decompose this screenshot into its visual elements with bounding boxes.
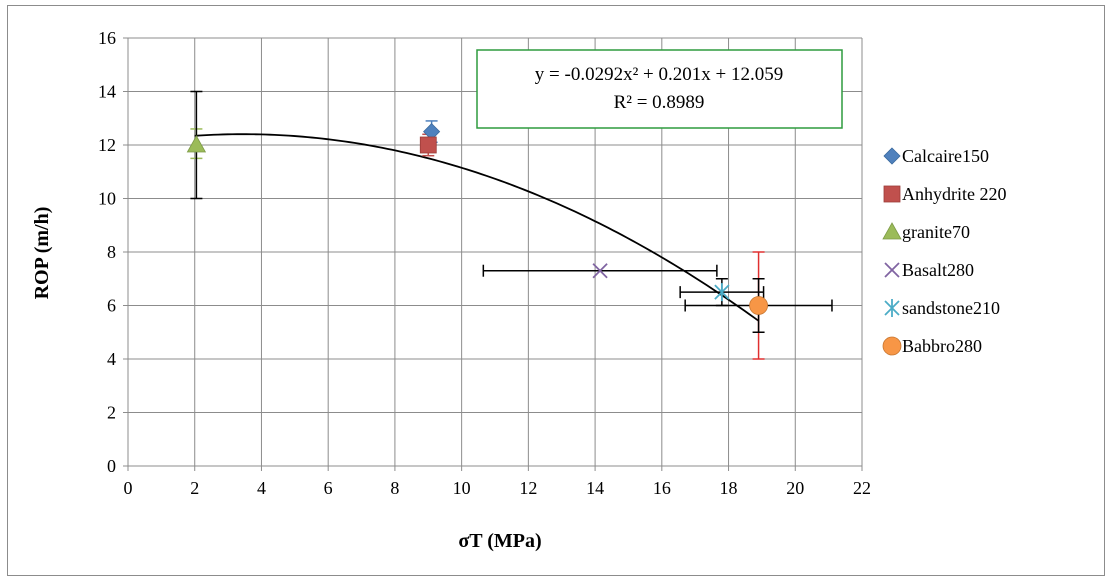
- legend-label: Babbro280: [902, 336, 982, 356]
- legend-label: Calcaire150: [902, 146, 989, 166]
- legend-label: granite70: [902, 222, 970, 242]
- x-tick-label: 4: [257, 478, 266, 498]
- y-tick-label: 6: [107, 296, 116, 316]
- y-tick-label: 2: [107, 403, 116, 423]
- triangle-marker: [186, 135, 207, 153]
- x-tick-label: 16: [653, 478, 671, 498]
- y-axis-title: ROP (m/h): [31, 207, 53, 300]
- legend-item: Anhydrite 220: [883, 184, 1006, 204]
- scatter-chart: 0 2 4 6 8 10 12 14 16 18 20 22 0 2 4 6 8 10 12 14 16 y = -0.…: [31, 28, 1006, 552]
- x-tick-label: 18: [720, 478, 738, 498]
- x-marker-stroke: [884, 262, 900, 278]
- legend-marker: [882, 336, 902, 356]
- legend-item: sandstone210: [884, 298, 1000, 318]
- x-axis-title: σT (MPa): [458, 530, 541, 552]
- trendline-layer: [194, 133, 760, 322]
- y-tick-label: 14: [98, 82, 116, 102]
- legend-label: Basalt280: [902, 260, 974, 280]
- error-bars: [190, 90, 833, 360]
- legend-marker: [883, 147, 901, 165]
- legend-label: Anhydrite 220: [902, 184, 1006, 204]
- data-point-granite70: [186, 135, 207, 153]
- data-point-sandstone210: [714, 283, 730, 302]
- x-tick-label: 14: [586, 478, 604, 498]
- trendline-equation-box: y = -0.0292x² + 0.201x + 12.059 R² = 0.8…: [476, 49, 843, 129]
- x-tick-label: 6: [324, 478, 333, 498]
- legend-item: granite70: [882, 222, 970, 242]
- triangle-marker: [882, 222, 902, 240]
- trendline-r-squared: R² = 0.8989: [614, 92, 705, 113]
- legend-marker: [883, 185, 901, 203]
- legend-marker: [884, 299, 900, 317]
- x-tick-label: 20: [786, 478, 804, 498]
- x-tick-label: 2: [190, 478, 199, 498]
- y-tick-label: 10: [98, 189, 116, 209]
- y-tick-label: 4: [107, 349, 116, 369]
- legend-marker: [882, 222, 902, 240]
- square-marker: [883, 185, 901, 203]
- data-point-basalt280: [592, 263, 608, 279]
- circle-marker: [749, 296, 768, 315]
- legend-marker: [884, 262, 900, 278]
- x-tick-label: 12: [519, 478, 537, 498]
- axes: 0 2 4 6 8 10 12 14 16 18 20 22 0 2 4 6 8 10 12 14 16: [98, 28, 871, 498]
- y-tick-label: 8: [107, 242, 116, 262]
- x-tick-label: 8: [390, 478, 399, 498]
- legend-item: Basalt280: [884, 260, 974, 280]
- x-marker-stroke: [592, 263, 608, 279]
- legend-item: Babbro280: [882, 336, 982, 356]
- equation-box-border: [476, 49, 843, 129]
- legend-item: Calcaire150: [883, 146, 989, 166]
- x-tick-label: 22: [853, 478, 871, 498]
- legend: Calcaire150 Anhydrite 220 granite70 Basalt2…: [882, 146, 1006, 356]
- square-marker: [419, 136, 437, 154]
- x-tick-label: 10: [453, 478, 471, 498]
- chart-frame: 0 2 4 6 8 10 12 14 16 18 20 22 0 2 4 6 8 10 12 14 16 y = -0.…: [7, 5, 1105, 576]
- data-point-babbro280: [749, 296, 768, 315]
- y-tick-label: 0: [107, 456, 116, 476]
- y-tick-label: 12: [98, 135, 116, 155]
- legend-label: sandstone210: [902, 298, 1000, 318]
- data-point-anhydrite-220: [419, 136, 437, 154]
- diamond-marker: [883, 147, 901, 165]
- x-tick-label: 0: [124, 478, 133, 498]
- trendline-equation: y = -0.0292x² + 0.201x + 12.059: [535, 64, 783, 85]
- polynomial-trendline: [194, 133, 760, 322]
- y-tick-label: 16: [98, 28, 116, 48]
- circle-marker: [882, 336, 902, 356]
- data-points: [186, 123, 768, 315]
